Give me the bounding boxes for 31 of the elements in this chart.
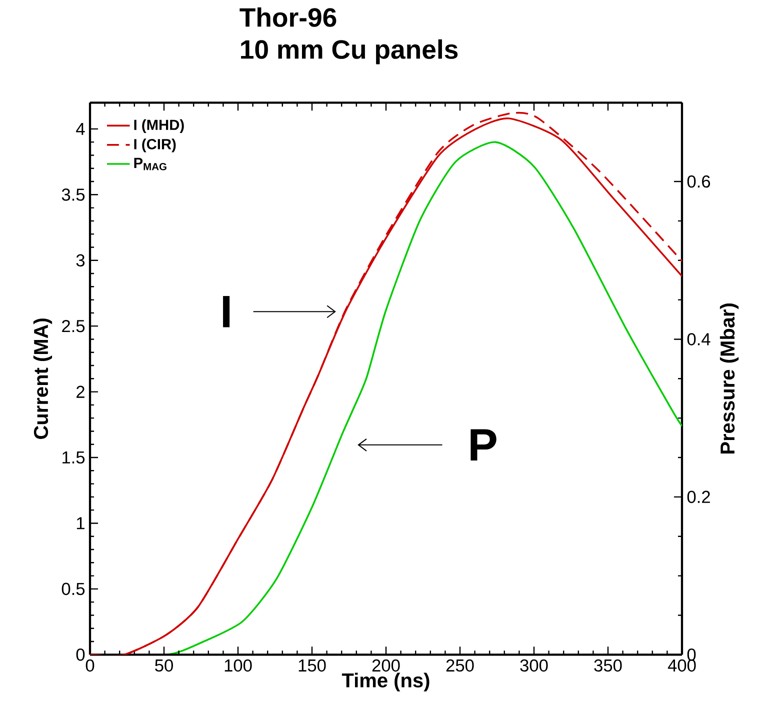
y-axis-title: Current (MA) xyxy=(33,318,52,439)
x-axis-title: Time (ns) xyxy=(342,672,430,692)
y2-tick-label: 0.6 xyxy=(687,175,710,188)
annotation: P xyxy=(470,429,496,460)
y2-axis-title: Pressure (Mbar) xyxy=(720,303,739,454)
y2-tick-label: 0.2 xyxy=(687,490,710,503)
y-tick-label: 0.5 xyxy=(62,582,85,595)
legend-label: I (MHD) xyxy=(134,119,184,133)
y-tick-label: 1.5 xyxy=(62,451,85,464)
x-tick-label: 250 xyxy=(446,659,474,672)
x-tick-label: 400 xyxy=(668,659,696,672)
y-tick-label: 3.5 xyxy=(62,188,85,201)
y-tick-label: 1 xyxy=(76,517,84,530)
y-tick-label: 2.5 xyxy=(62,320,85,332)
x-tick-label: 100 xyxy=(224,659,252,672)
x-tick-label: 50 xyxy=(155,659,173,672)
chart-subtitle: 10 mm Cu panels xyxy=(241,39,458,64)
y-tick-label: 3 xyxy=(76,254,85,266)
chart-title: Thor-96 xyxy=(240,7,336,27)
y-tick-label: 2 xyxy=(76,386,84,398)
y2-tick-label: 0.4 xyxy=(687,332,710,346)
x-tick-label: 150 xyxy=(298,659,326,672)
y-tick-label: 0 xyxy=(76,648,85,661)
x-tick-label: 0 xyxy=(86,659,94,672)
legend-label: I (CIR) xyxy=(134,138,176,152)
y-tick-label: 4 xyxy=(76,122,85,135)
x-tick-label: 300 xyxy=(520,659,548,672)
legend-label: P$_{MAG}$ xyxy=(134,158,166,170)
x-tick-label: 200 xyxy=(372,659,400,672)
x-tick-label: 350 xyxy=(594,659,622,672)
annotation: I xyxy=(223,296,230,328)
